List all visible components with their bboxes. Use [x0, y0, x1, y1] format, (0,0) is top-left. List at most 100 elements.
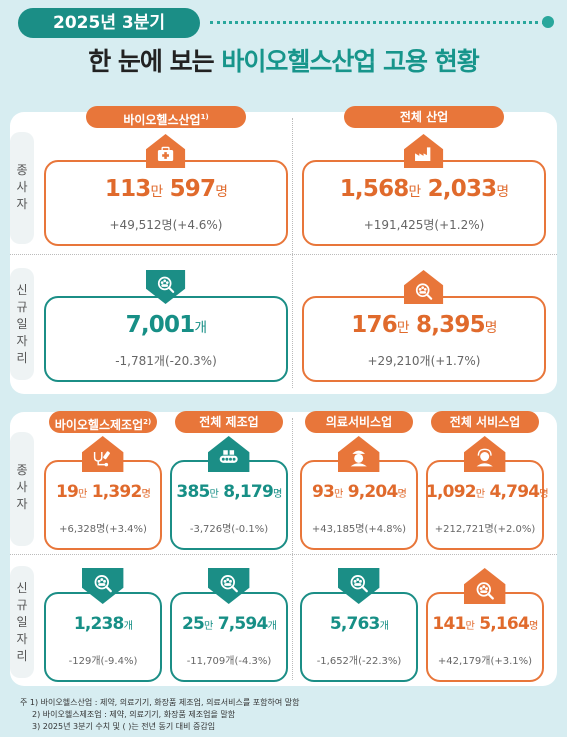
new_jobs-card	[426, 592, 544, 682]
employees-card	[426, 460, 544, 550]
new_jobs-change: -1,781개(-20.3%)	[115, 354, 217, 368]
row-label-char: 자	[16, 197, 28, 211]
value-number: 25	[181, 614, 205, 634]
title-prefix: 한 눈에 보는	[88, 47, 222, 76]
employees-value: 93만 9,204명	[300, 482, 418, 502]
employees-card	[302, 160, 546, 246]
value-number: 8,179	[218, 482, 274, 502]
value-unit: 명	[141, 489, 151, 500]
new_jobs-card	[170, 592, 288, 682]
section2-row-divider	[10, 554, 557, 555]
row-label-char: 일	[16, 317, 28, 331]
value-unit: 만	[396, 320, 410, 336]
column-header-1: 전체 산업	[344, 106, 504, 128]
service-person-icon	[464, 436, 506, 472]
value-number: 5,763	[329, 614, 381, 634]
column-header-1: 전체 제조업	[175, 411, 283, 433]
new_jobs-value: 7,001개	[44, 312, 288, 338]
search-people-icon	[338, 568, 380, 604]
search-people-icon	[404, 270, 444, 304]
column-header-label: 전체 산업	[399, 110, 449, 124]
section1-row-divider	[10, 254, 557, 255]
medical-tools-icon	[82, 436, 124, 472]
footnote-2: 2) 바이오헬스제조업 : 제약, 의료기기, 화장품 제조업을 말함	[32, 710, 236, 719]
conveyor-icon	[208, 436, 250, 472]
section2-col-divider	[292, 418, 293, 680]
value-unit: 개	[379, 621, 389, 632]
new_jobs-value: 25만 7,594개	[170, 614, 288, 634]
value-number: 8,395	[408, 312, 486, 338]
employees-change: +43,185명(+4.8%)	[311, 524, 407, 535]
row-label-char: 종	[16, 463, 28, 477]
value-number: 5,164	[474, 614, 530, 634]
value-number: 4,794	[484, 482, 540, 502]
employees-value: 1,092만 4,794명	[426, 482, 549, 502]
value-number: 113	[104, 176, 151, 202]
employees-change: +212,721명(+2.0%)	[434, 524, 536, 535]
value-unit: 개	[267, 621, 277, 632]
row-label-char: 사	[16, 180, 28, 194]
new_jobs-card	[44, 592, 162, 682]
value-number: 93	[311, 482, 335, 502]
column-header-label: 전체 서비스업	[449, 415, 521, 429]
value-unit: 만	[78, 489, 87, 500]
employees-card	[44, 160, 288, 246]
dotted-line	[210, 21, 545, 24]
employees-value: 1,568만 2,033명	[302, 176, 546, 202]
column-header-0: 바이오헬스제조업2)	[49, 411, 157, 433]
row-label-newjobs-bg-2	[10, 566, 34, 678]
column-header-label: 의료서비스업	[325, 415, 393, 429]
employees-value: 19만 1,392명	[44, 482, 162, 502]
page-title: 한 눈에 보는 바이오헬스산업 고용 현황	[0, 42, 567, 78]
footnotes: 주 1) 바이오헬스산업 : 제약, 의료기기, 화장품 제조업, 의료서비스를…	[20, 697, 299, 733]
new_jobs-value: 141만 5,164명	[426, 614, 544, 634]
employees-change: +6,328명(+3.4%)	[59, 524, 147, 535]
new_jobs-value: 176만 8,395명	[302, 312, 546, 338]
value-unit: 명	[273, 489, 282, 500]
value-unit: 만	[465, 621, 475, 632]
dotted-line-end	[542, 16, 554, 28]
row-label-char: 규	[16, 598, 28, 612]
column-header-0: 바이오헬스산업1)	[86, 106, 246, 128]
value-number: 385	[176, 482, 210, 502]
value-number: 176	[351, 312, 397, 338]
title-highlight: 바이오헬스산업 고용 현황	[221, 47, 479, 76]
new_jobs-change: +42,179개(+3.1%)	[437, 656, 533, 667]
employees-change: -3,726명(-0.1%)	[189, 524, 269, 535]
new_jobs-change: -11,709개(-4.3%)	[186, 656, 272, 667]
period-badge: 2025년 3분기	[18, 8, 200, 38]
new_jobs-card	[44, 296, 288, 382]
value-number: 141	[432, 614, 466, 634]
value-unit: 만	[334, 489, 343, 500]
new_jobs-value: 1,238개	[44, 614, 162, 634]
search-people-icon	[146, 270, 186, 304]
row-label-char: 사	[16, 480, 28, 494]
new_jobs-change: -1,652개(-22.3%)	[316, 656, 402, 667]
first-aid-kit-icon	[146, 134, 186, 168]
employees-value: 385만 8,179명	[170, 482, 288, 502]
value-number: 1,092	[426, 482, 477, 502]
value-number: 597	[162, 176, 216, 202]
new_jobs-value: 5,763개	[300, 614, 418, 634]
new_jobs-change: -129개(-9.4%)	[68, 656, 138, 667]
value-unit: 명	[529, 621, 538, 632]
footnote-marker: 1)	[200, 113, 209, 121]
employees-card	[170, 460, 288, 550]
employees-card	[300, 460, 418, 550]
footnote-3: 3) 2025년 3분기 수치 및 ( )는 전년 동기 대비 증감임	[32, 722, 216, 731]
column-header-2: 의료서비스업	[305, 411, 413, 433]
new_jobs-change: +29,210개(+1.7%)	[367, 354, 481, 368]
value-unit: 개	[194, 320, 207, 336]
factory-icon	[404, 134, 444, 168]
value-number: 7,001	[125, 312, 196, 338]
value-unit: 명	[484, 320, 498, 336]
footnote-1: 주 1) 바이오헬스산업 : 제약, 의료기기, 화장품 제조업, 의료서비스를…	[20, 698, 300, 707]
value-unit: 명	[215, 184, 228, 200]
value-number: 19	[55, 482, 79, 502]
value-number: 7,594	[212, 614, 269, 634]
value-unit: 명	[496, 184, 509, 200]
value-unit: 만	[475, 489, 485, 500]
